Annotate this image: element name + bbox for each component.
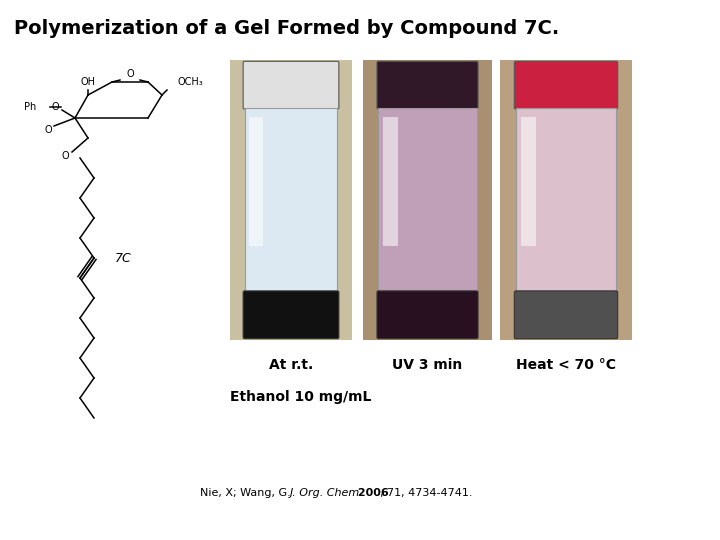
- Text: Polymerization of a Gel Formed by Compound 7C.: Polymerization of a Gel Formed by Compou…: [14, 18, 559, 37]
- Text: At r.t.: At r.t.: [269, 358, 313, 372]
- FancyBboxPatch shape: [243, 62, 339, 109]
- Text: J. Org. Chem.: J. Org. Chem.: [290, 488, 364, 498]
- FancyBboxPatch shape: [377, 62, 478, 109]
- Bar: [379, 107, 477, 292]
- Text: Nie, X; Wang, G.: Nie, X; Wang, G.: [200, 488, 294, 498]
- Text: 7C: 7C: [115, 252, 132, 265]
- Text: Ethanol 10 mg/mL: Ethanol 10 mg/mL: [230, 390, 372, 404]
- FancyBboxPatch shape: [377, 291, 478, 339]
- Text: Ph: Ph: [24, 102, 36, 112]
- FancyBboxPatch shape: [514, 62, 618, 109]
- Text: OCH₃: OCH₃: [178, 77, 204, 87]
- Bar: [230, 60, 352, 340]
- Text: Heat < 70 °C: Heat < 70 °C: [516, 358, 616, 372]
- FancyBboxPatch shape: [514, 291, 618, 339]
- Text: O: O: [44, 125, 52, 135]
- Bar: [249, 117, 264, 246]
- Text: O: O: [51, 102, 59, 112]
- Bar: [521, 117, 536, 246]
- Text: , 71, 4734-4741.: , 71, 4734-4741.: [380, 488, 472, 498]
- Text: OH: OH: [81, 77, 96, 87]
- Text: UV 3 min: UV 3 min: [392, 358, 463, 372]
- FancyBboxPatch shape: [243, 291, 339, 339]
- Bar: [516, 107, 616, 292]
- Text: O: O: [126, 69, 134, 79]
- Text: O: O: [61, 151, 69, 161]
- Bar: [383, 117, 398, 246]
- Text: 2006: 2006: [354, 488, 389, 498]
- Bar: [245, 107, 338, 292]
- Bar: [363, 60, 492, 340]
- Bar: [500, 60, 632, 340]
